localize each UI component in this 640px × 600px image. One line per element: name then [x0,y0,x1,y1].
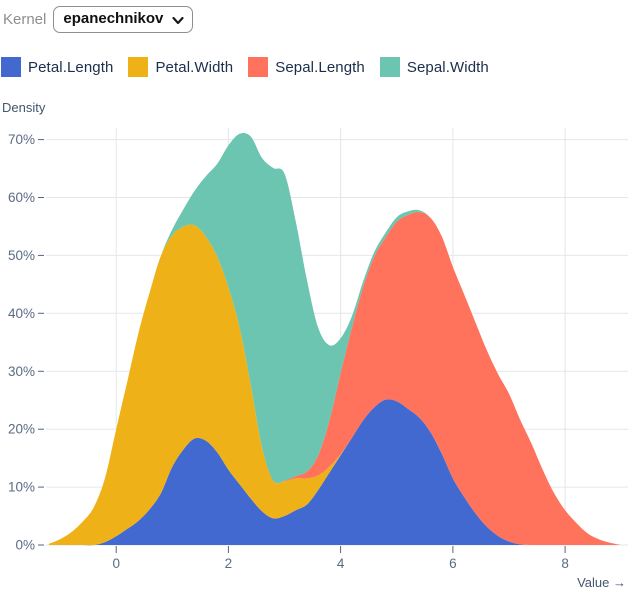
kernel-select-wrap: epanechnikov [53,6,194,33]
svg-text:10%: 10% [8,480,35,495]
x-axis-title: Value → [577,575,626,590]
svg-text:0%: 0% [15,538,35,553]
legend-item-sepal-length: Sepal.Length [248,57,365,77]
svg-text:30%: 30% [8,364,35,379]
kernel-label: Kernel [3,11,47,28]
legend-label: Petal.Width [155,58,234,76]
svg-text:8: 8 [561,556,569,571]
legend-item-petal-width: Petal.Width [128,57,233,77]
legend-label: Sepal.Width [406,58,489,76]
legend-swatch-petal-width [128,57,149,77]
svg-text:2: 2 [225,556,233,571]
legend-swatch-sepal-length [248,57,269,77]
svg-text:6: 6 [449,556,457,571]
kernel-control: Kernel epanechnikov [3,6,194,33]
legend-label: Sepal.Length [275,58,365,76]
svg-text:4: 4 [337,556,345,571]
chart-areas [48,132,622,546]
svg-text:60%: 60% [8,190,35,205]
svg-text:50%: 50% [8,248,35,263]
legend-label: Petal.Length [28,58,114,76]
y-axis-title: Density [2,100,46,115]
legend-swatch-sepal-width [379,57,400,77]
svg-text:0: 0 [112,556,120,571]
svg-text:70%: 70% [8,132,35,147]
legend: Petal.Length Petal.Width Sepal.Length Se… [1,57,489,77]
svg-text:40%: 40% [8,306,35,321]
kernel-select[interactable]: epanechnikov [53,6,194,33]
legend-item-petal-length: Petal.Length [1,57,113,77]
svg-text:20%: 20% [8,422,35,437]
legend-swatch-petal-length [1,57,21,77]
chart-axes: 0% 10% 20% 30% 40% 50% 60% 70% 0 2 4 6 8 [8,132,569,571]
legend-item-sepal-width: Sepal.Width [379,57,489,77]
